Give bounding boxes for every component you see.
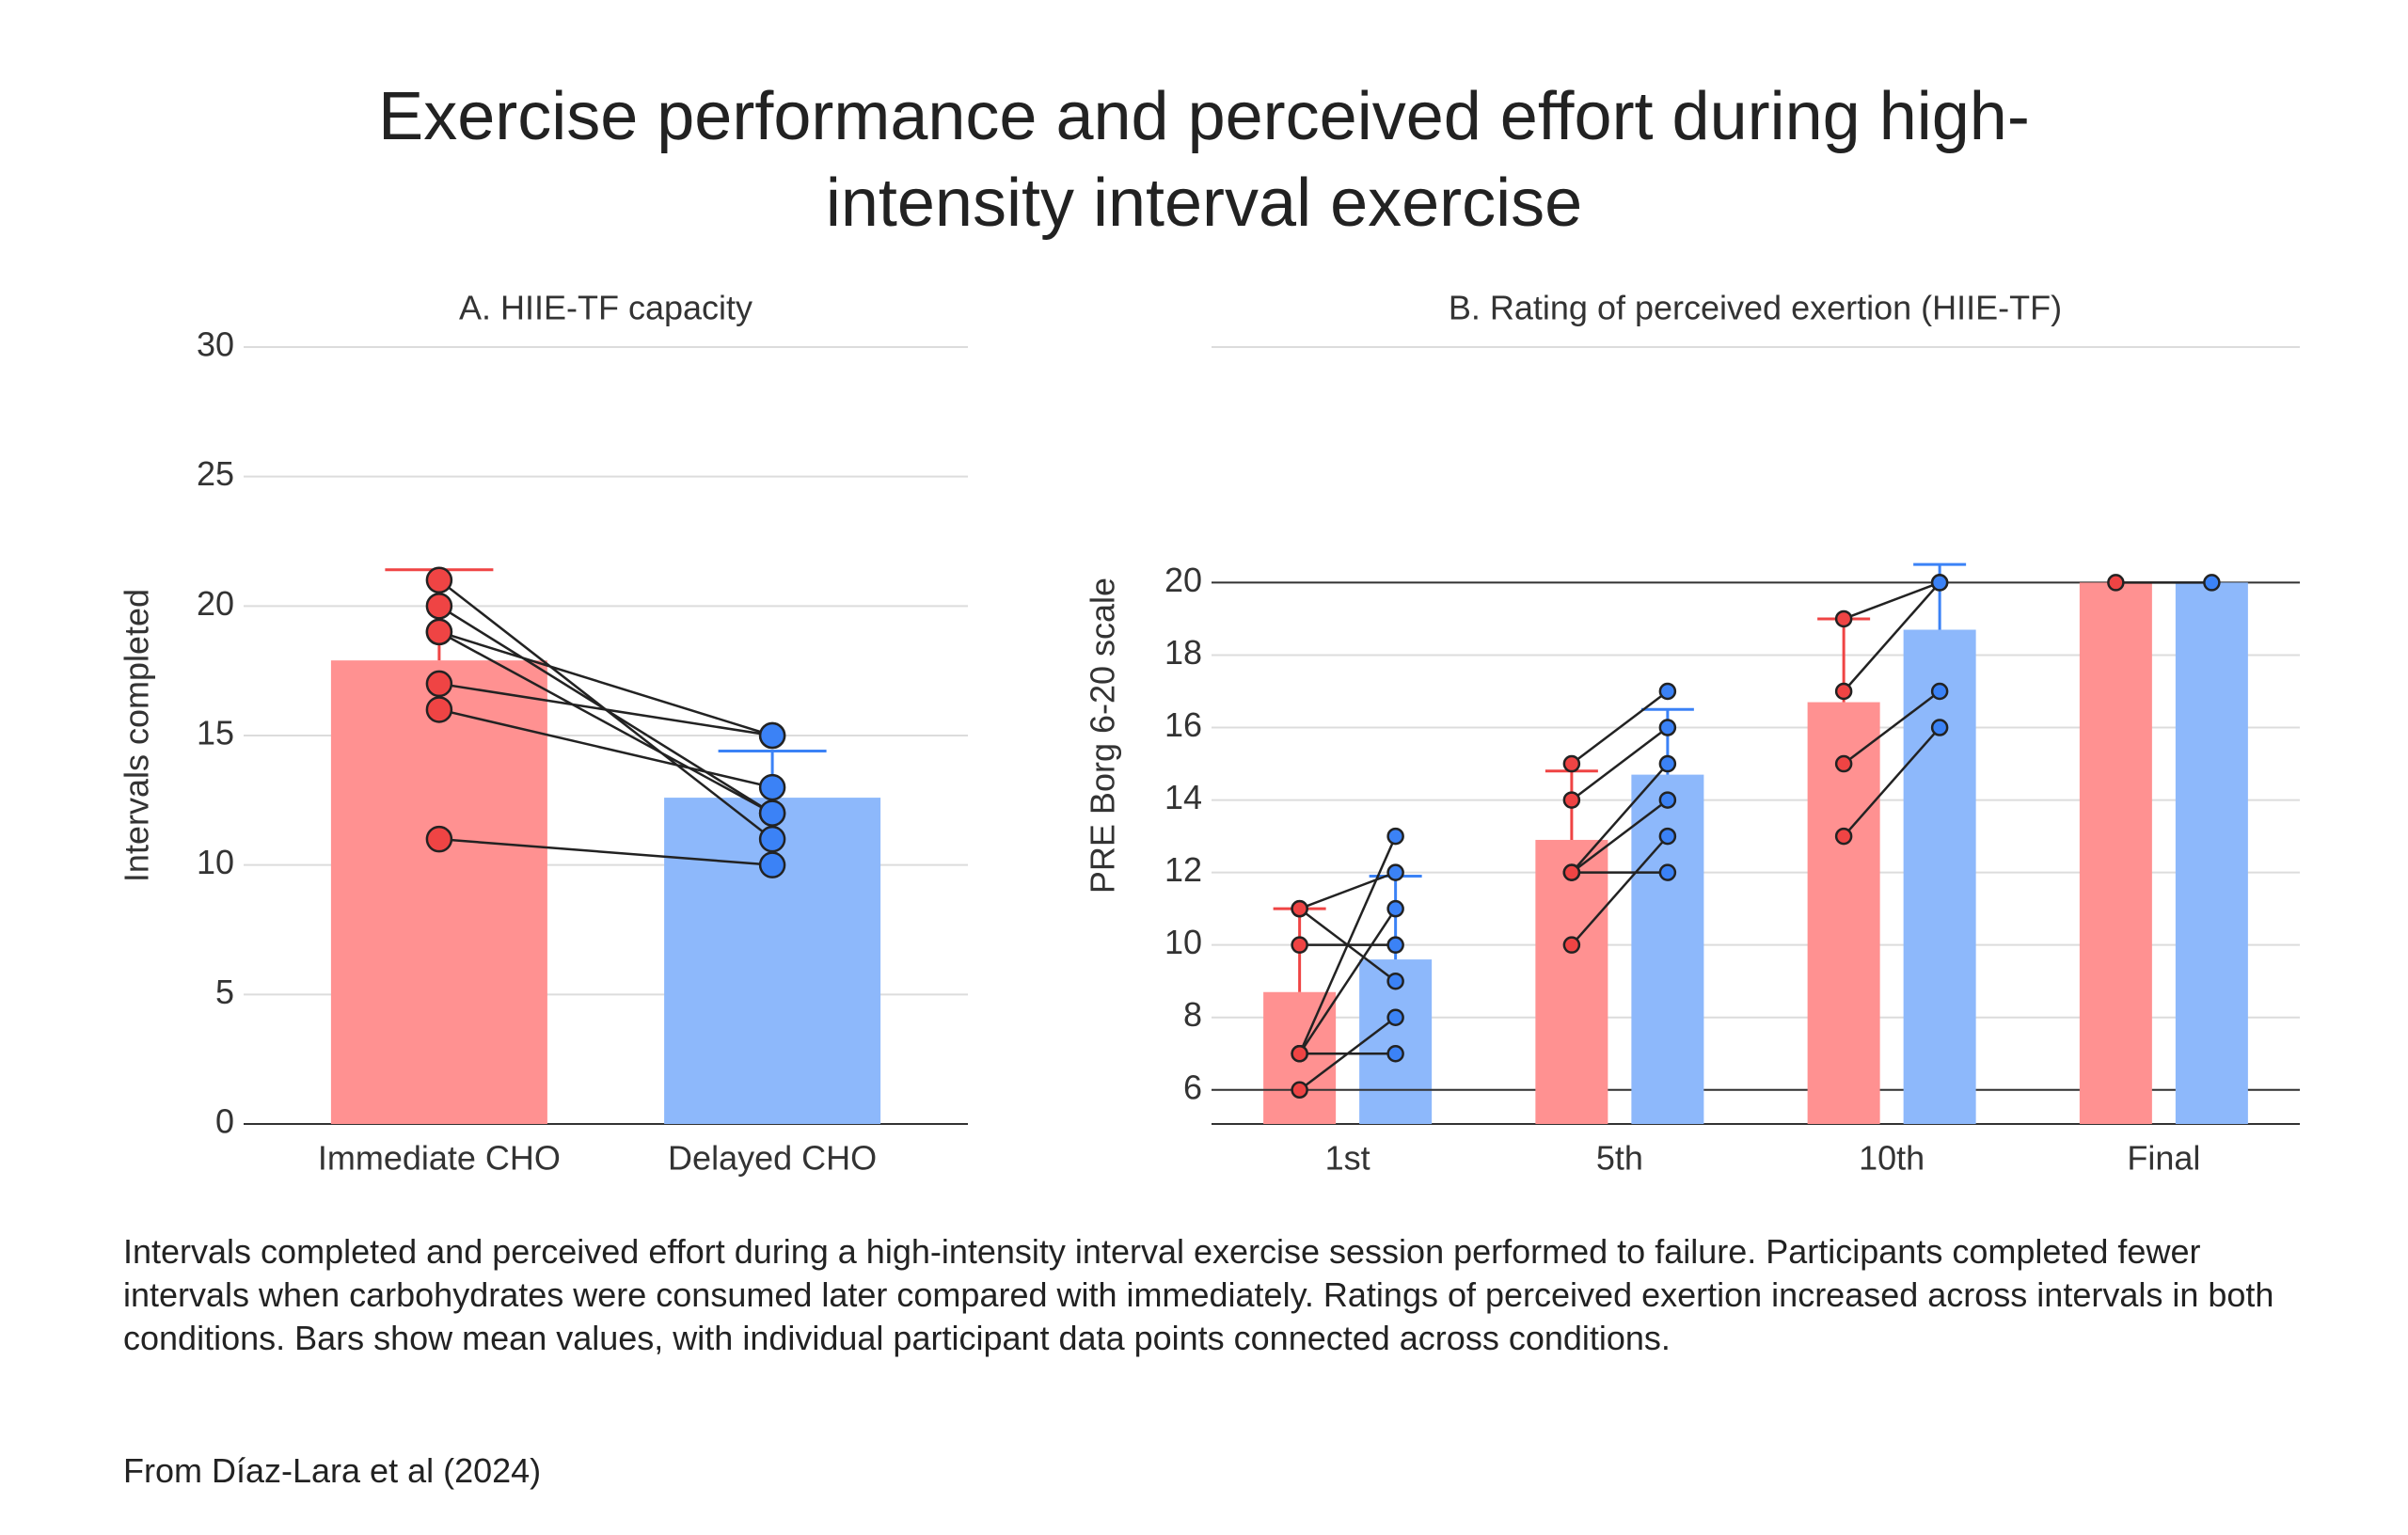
participant-point <box>1386 899 1404 918</box>
participant-line <box>1843 581 1941 692</box>
participant-line <box>1298 835 1397 1054</box>
y-tick-label: 8 <box>1183 995 1202 1034</box>
y-axis-label: PRE Borg 6-20 scale <box>1084 578 1122 894</box>
x-tick-label: Immediate CHO <box>318 1139 561 1178</box>
participant-point <box>1386 827 1404 846</box>
y-tick-label: 0 <box>215 1102 234 1141</box>
participant-point <box>1562 863 1581 881</box>
y-tick-label: 30 <box>197 325 234 364</box>
y-tick-label: 25 <box>197 454 234 493</box>
participant-point <box>425 825 453 853</box>
participant-line <box>438 837 773 866</box>
participant-point <box>1562 791 1581 809</box>
source: From Díaz-Lara et al (2024) <box>123 1451 542 1490</box>
participant-point <box>1386 1008 1404 1026</box>
participant-line <box>1843 690 1941 766</box>
participant-line <box>1298 1016 1397 1091</box>
x-tick-label: Delayed CHO <box>668 1139 877 1178</box>
participant-point <box>1658 827 1677 846</box>
participant-point <box>1834 754 1853 773</box>
bar <box>1903 629 1976 1124</box>
y-tick-label: 16 <box>1164 705 1202 744</box>
bar <box>2079 582 2152 1124</box>
x-tick-label: Final <box>2127 1139 2200 1178</box>
participant-point <box>1386 972 1404 990</box>
participant-point <box>2107 574 2125 592</box>
participant-line <box>1570 835 1669 946</box>
participant-point <box>1658 754 1677 773</box>
participant-point <box>758 851 786 878</box>
y-tick-label: 14 <box>1164 778 1202 816</box>
y-tick-label: 10 <box>1164 923 1202 961</box>
y-tick-label: 15 <box>197 714 234 752</box>
participant-line <box>1570 763 1669 874</box>
participant-line <box>1571 726 1669 801</box>
participant-point <box>1658 791 1677 809</box>
participant-point <box>2203 574 2221 592</box>
y-tick-label: 12 <box>1164 850 1202 889</box>
participant-line <box>1843 581 1941 621</box>
participant-point <box>1386 863 1404 881</box>
participant-line <box>1571 799 1669 874</box>
participant-point <box>1291 899 1308 918</box>
participant-point <box>758 799 786 827</box>
participant-line <box>438 630 773 815</box>
panel-title: B. Rating of perceived exertion (HIIE-TF… <box>1449 289 2062 327</box>
participant-point <box>1930 719 1949 736</box>
bar <box>1535 839 1608 1124</box>
participant-point <box>1562 936 1581 954</box>
participant-point <box>758 721 786 750</box>
participant-line <box>1298 908 1397 1054</box>
participant-point <box>1291 1045 1308 1063</box>
y-axis-label: Intervals completed <box>118 589 156 882</box>
participant-point <box>1834 682 1853 701</box>
participant-point <box>1562 754 1581 773</box>
participant-line <box>1843 726 1941 837</box>
y-tick-label: 6 <box>1183 1068 1202 1106</box>
y-tick-label: 20 <box>1164 561 1202 599</box>
bar <box>330 660 547 1124</box>
y-tick-label: 10 <box>197 843 234 881</box>
participant-point <box>425 670 453 698</box>
participant-point <box>758 773 786 801</box>
participant-point <box>1386 936 1404 954</box>
participant-point <box>1930 574 1949 592</box>
y-tick-label: 20 <box>197 584 234 623</box>
participant-point <box>425 618 453 646</box>
participant-line <box>1299 871 1397 910</box>
participant-point <box>1658 863 1677 881</box>
participant-point <box>1386 1045 1404 1063</box>
x-tick-label: 10th <box>1859 1139 1925 1178</box>
participant-line <box>438 708 773 789</box>
panel-title: A. HIIE-TF capacity <box>459 289 752 327</box>
participant-point <box>425 593 453 620</box>
participant-point <box>425 566 453 594</box>
participant-point <box>1658 682 1677 701</box>
participant-point <box>1834 609 1853 628</box>
participant-point <box>1930 682 1949 701</box>
participant-point <box>1291 936 1308 954</box>
y-tick-label: 18 <box>1164 633 1202 672</box>
participant-line <box>438 630 773 737</box>
x-tick-label: 1st <box>1325 1139 1370 1178</box>
participant-line <box>438 682 773 737</box>
participant-point <box>1658 719 1677 736</box>
participant-point <box>1291 1081 1308 1100</box>
participant-point <box>1834 827 1853 846</box>
participant-point <box>758 825 786 853</box>
bar <box>1631 774 1704 1124</box>
caption: Intervals completed and perceived effort… <box>123 1232 2274 1357</box>
participant-line <box>1571 690 1669 766</box>
participant-point <box>425 696 453 723</box>
y-tick-label: 5 <box>215 973 234 1011</box>
x-tick-label: 5th <box>1596 1139 1643 1178</box>
bar <box>2175 582 2248 1124</box>
page-title: Exercise performance and perceived effor… <box>378 79 2030 241</box>
